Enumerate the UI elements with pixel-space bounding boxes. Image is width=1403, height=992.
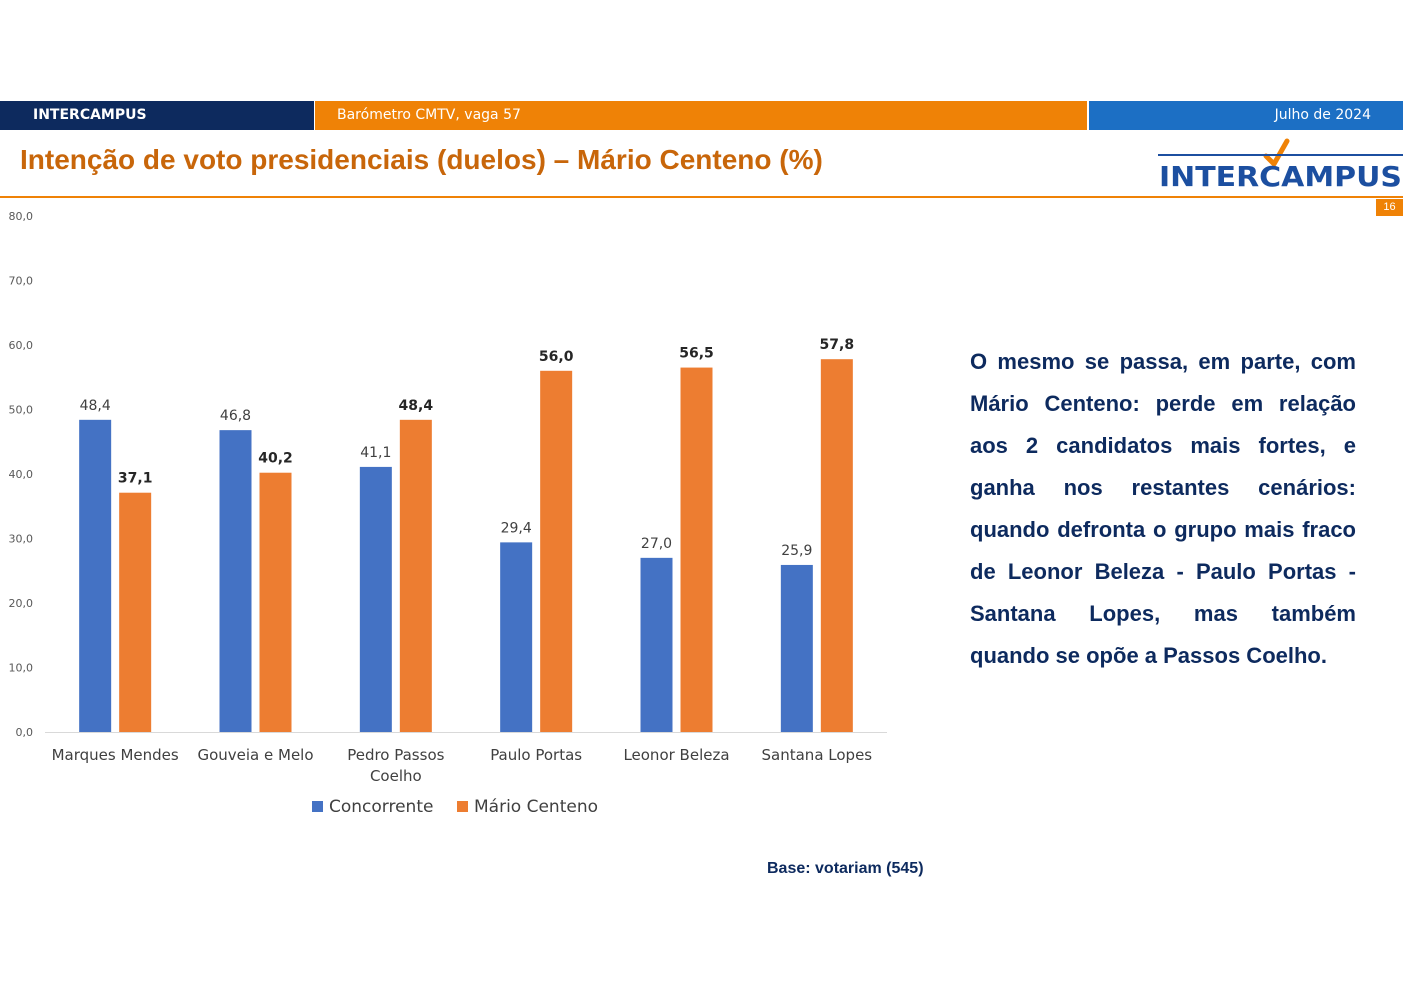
header-date: Julho de 2024 <box>1089 101 1403 130</box>
bar-mario-centeno <box>259 472 292 732</box>
bar-mario-centeno <box>540 370 573 732</box>
data-label: 48,4 <box>80 398 111 414</box>
description-text: O mesmo se passa, em parte, com Mário Ce… <box>970 349 1356 668</box>
y-tick-label: 10,0 <box>9 662 34 675</box>
y-tick-label: 30,0 <box>9 533 34 546</box>
data-label: 56,0 <box>539 349 574 365</box>
legend-swatch <box>312 801 323 812</box>
page-title: Intenção de voto presidenciais (duelos) … <box>20 144 823 175</box>
bar-concorrente <box>500 542 533 732</box>
svg-text:INTERCAMPUS: INTERCAMPUS <box>1159 160 1402 192</box>
bar-concorrente <box>780 564 813 732</box>
category-label: Paulo Portas <box>490 746 582 764</box>
bar-concorrente <box>359 466 392 732</box>
checkmark-icon <box>1263 138 1290 167</box>
bar-chart: 0,0 10,0 20,0 30,0 40,0 50,0 60,0 70,0 80,0 48,4 3… <box>9 210 887 817</box>
category-label: Santana Lopes <box>762 746 873 764</box>
category-label: Marques Mendes <box>52 746 179 764</box>
legend-label: Mário Centeno <box>474 797 598 817</box>
title-divider <box>0 196 1403 198</box>
base-note: Base: votariam (545) <box>767 860 924 877</box>
y-tick-label: 50,0 <box>9 404 34 417</box>
page-number: 16 <box>1376 199 1403 216</box>
y-tick-label: 40,0 <box>9 468 34 481</box>
bar-mario-centeno <box>399 419 432 732</box>
bar-mario-centeno <box>820 359 853 732</box>
legend-label: Concorrente <box>329 797 433 817</box>
data-label: 29,4 <box>501 520 532 536</box>
y-tick-label: 0,0 <box>16 726 34 739</box>
intercampus-logo: INTERCAMPUS <box>1158 138 1403 192</box>
data-label: 46,8 <box>220 408 251 424</box>
data-label: 40,2 <box>258 451 293 467</box>
bar-concorrente <box>219 430 252 732</box>
header-bar: INTERCAMPUS Barómetro CMTV, vaga 57 Julh… <box>0 101 1403 130</box>
y-tick-label: 80,0 <box>9 210 34 223</box>
bar-concorrente <box>640 557 673 732</box>
data-label: 27,0 <box>641 536 672 552</box>
category-label: Pedro Passos <box>347 746 444 764</box>
legend-swatch <box>457 801 468 812</box>
data-label: 57,8 <box>820 337 855 353</box>
bar-mario-centeno <box>119 492 152 732</box>
data-label: 41,1 <box>360 445 391 461</box>
data-label: 25,9 <box>781 543 812 559</box>
bar-concorrente <box>79 419 112 732</box>
category-label: Leonor Beleza <box>623 746 729 764</box>
header-survey: Barómetro CMTV, vaga 57 <box>315 101 1087 130</box>
y-tick-label: 60,0 <box>9 339 34 352</box>
category-label: Gouveia e Melo <box>197 746 313 764</box>
data-label: 56,5 <box>679 346 714 362</box>
y-tick-label: 70,0 <box>9 275 34 288</box>
data-label: 48,4 <box>399 398 434 414</box>
data-label: 37,1 <box>118 471 153 487</box>
category-label: Coelho <box>370 767 422 785</box>
bar-mario-centeno <box>680 367 713 732</box>
header-brand: INTERCAMPUS <box>0 101 314 130</box>
y-tick-label: 20,0 <box>9 597 34 610</box>
